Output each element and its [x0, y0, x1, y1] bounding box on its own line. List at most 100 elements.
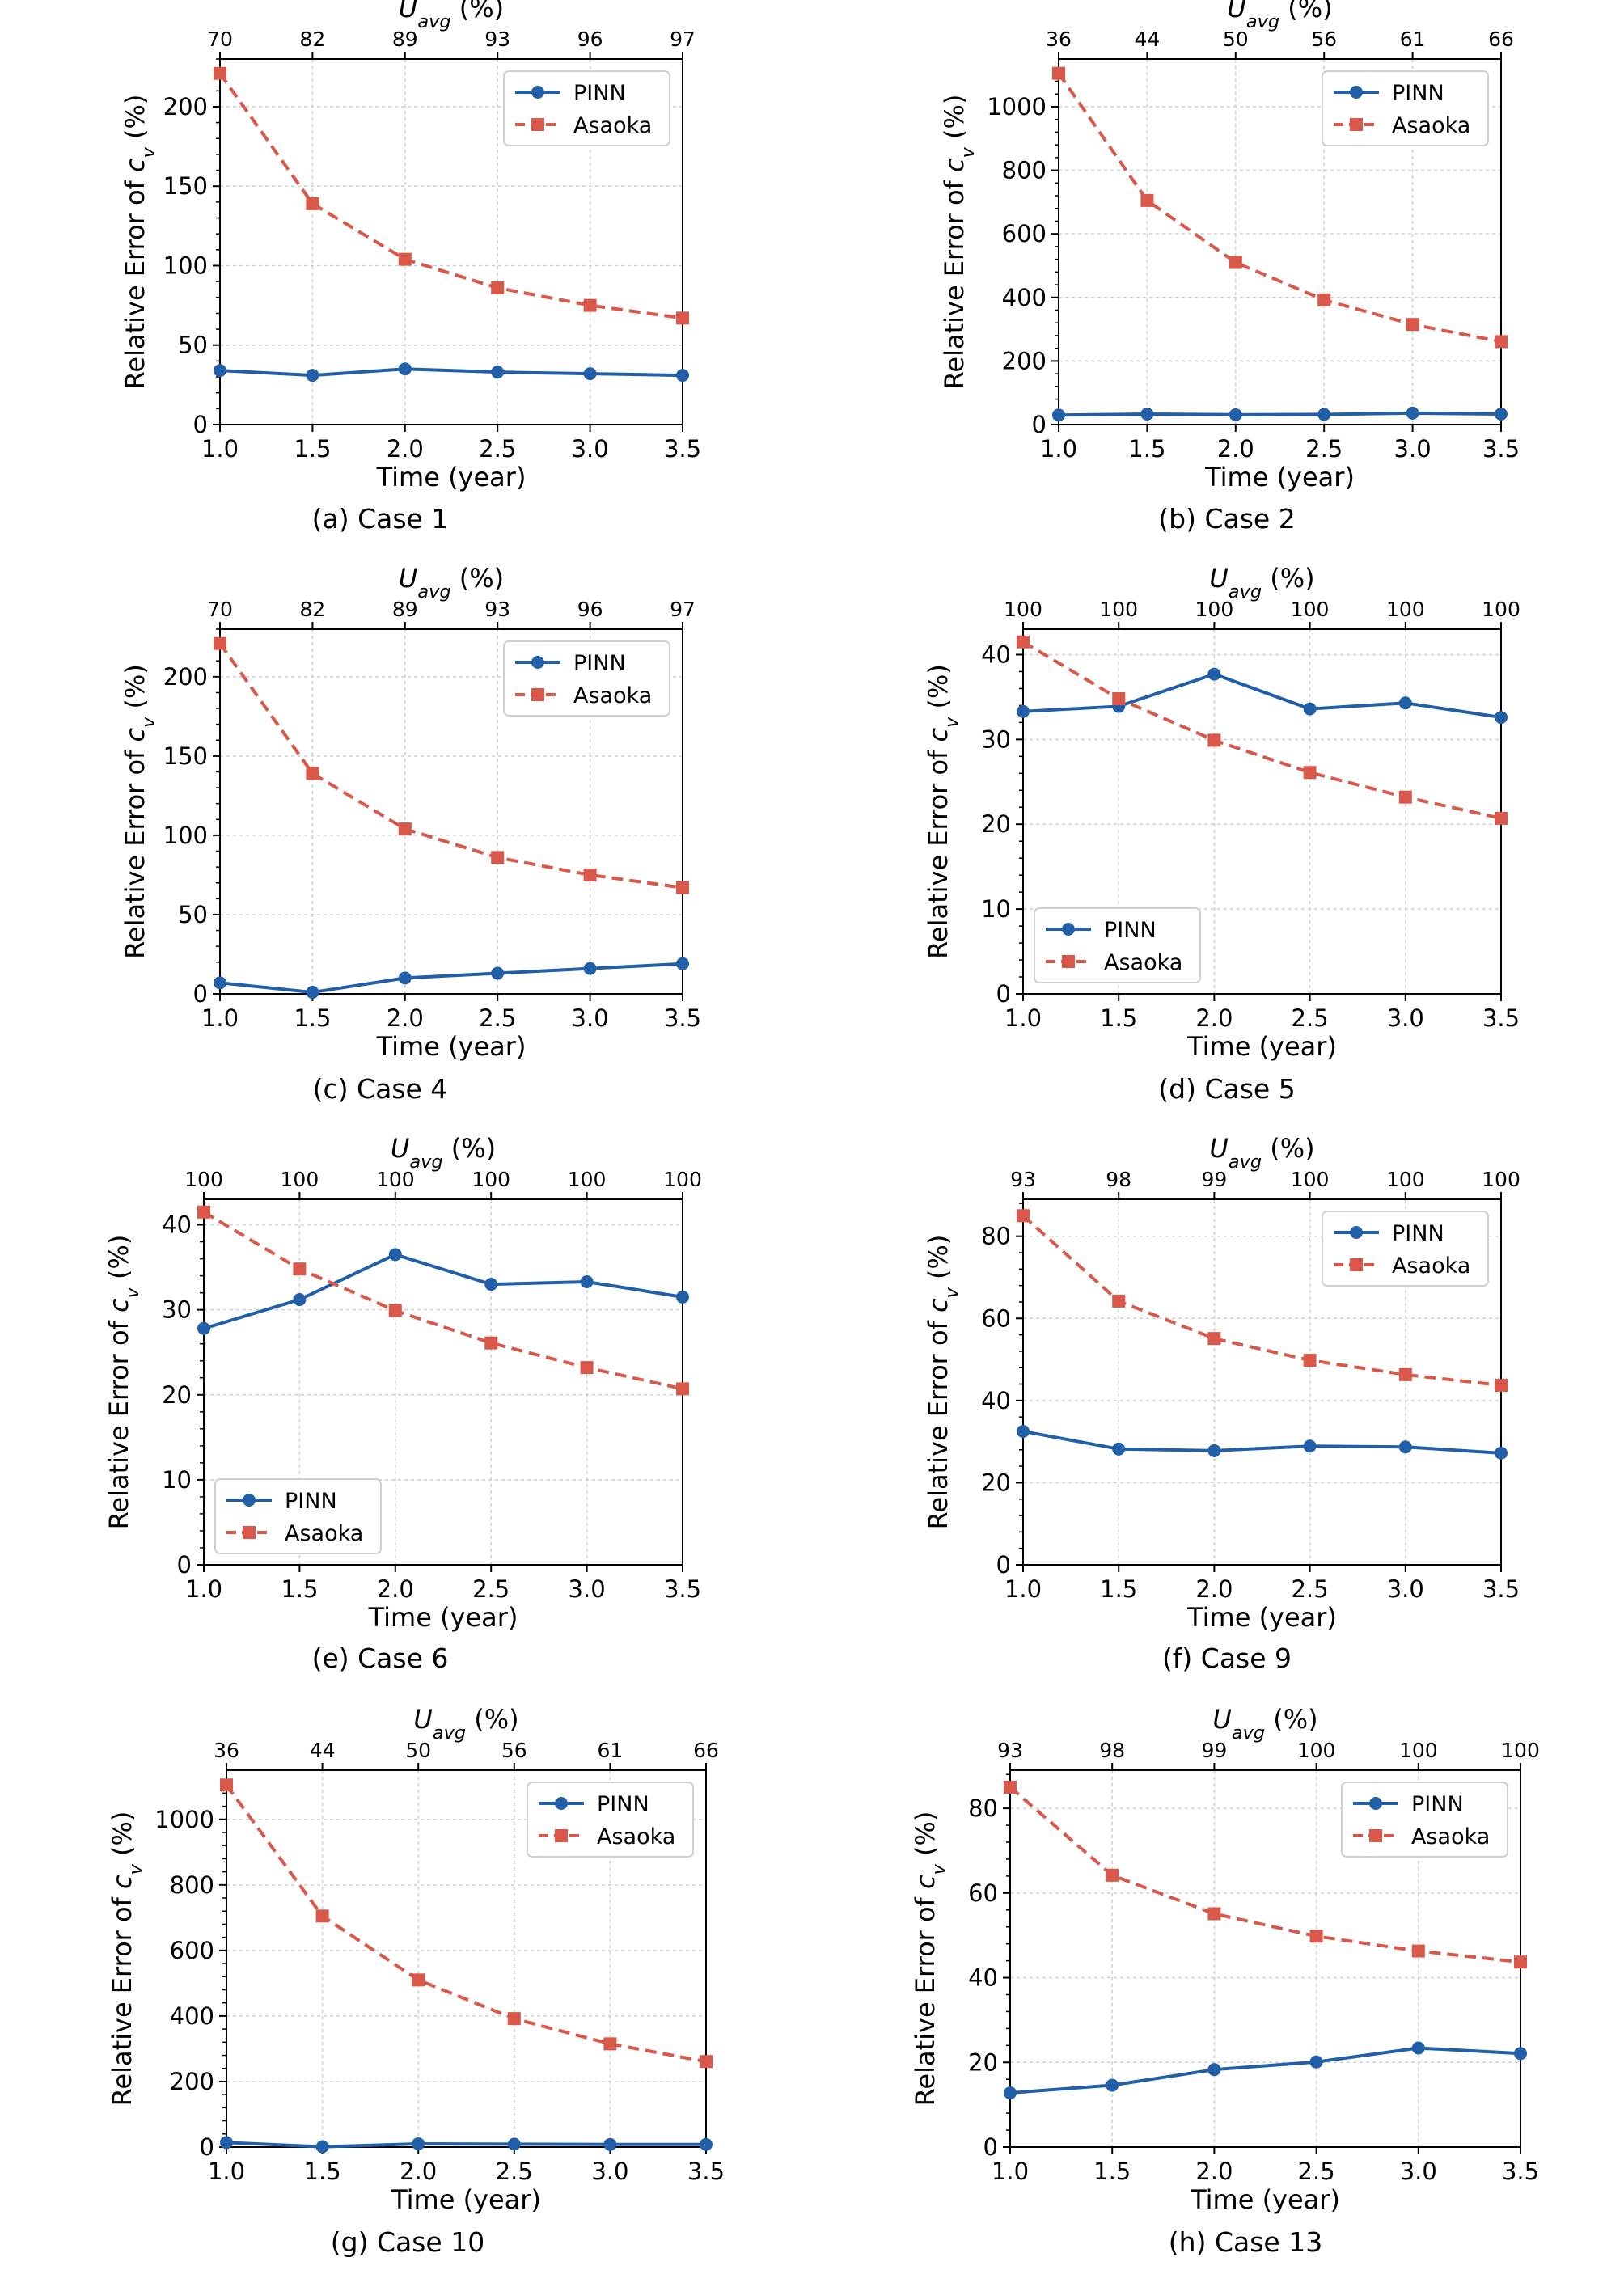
legend-label-asaoka: Asaoka	[573, 113, 652, 138]
y-tick-label: 0	[996, 980, 1011, 1008]
top-tick-label: 98	[1106, 1168, 1131, 1191]
pinn-series-line	[203, 1253, 683, 1330]
top-tick-label: 36	[1046, 27, 1072, 51]
legend-label-asaoka: Asaoka	[597, 1824, 675, 1849]
x-tick-label: 1.5	[1100, 1004, 1137, 1032]
asaoka-point	[1207, 1332, 1221, 1346]
pinn-point	[583, 962, 597, 975]
asaoka-series-line	[1057, 72, 1502, 344]
y-tick-label: 40	[162, 1211, 192, 1239]
x-tick-label: 1.0	[1004, 1575, 1042, 1603]
pinn-point	[580, 1274, 594, 1288]
asaoka-point	[580, 1361, 594, 1375]
legend: PINN Asaoka	[503, 70, 670, 146]
top-tick-label: 82	[299, 598, 325, 621]
legend-marker-asaoka	[1062, 955, 1075, 968]
x-tick-label: 2.0	[400, 2158, 437, 2185]
x-tick-label: 1.0	[201, 1004, 239, 1032]
y-tick-label: 50	[178, 901, 208, 928]
x-tick-label: 3.5	[1482, 1575, 1520, 1603]
plot-frame	[226, 1769, 707, 2148]
x-tick-label: 3.0	[1400, 2158, 1437, 2185]
pinn-series-line	[1058, 411, 1502, 417]
pinn-point	[1398, 696, 1412, 710]
asaoka-series-line	[225, 1784, 707, 2064]
legend: PINN Asaoka	[1322, 1211, 1489, 1287]
top-tick-label: 93	[484, 27, 510, 51]
chart-panel-7: 1.0 1.5 2.0 2.5 3.0 3.5 36 44 50 56 61 66 0 200 400 600…	[107, 1704, 725, 2258]
y-tick-label: 40	[968, 1964, 998, 1992]
top-tick-label: 100	[1386, 1168, 1425, 1191]
top-tick-label: 36	[214, 1739, 239, 1762]
y-tick-label: 20	[968, 2048, 998, 2076]
y-tick-label: 20	[162, 1381, 192, 1409]
y-tick-label: 200	[163, 93, 208, 120]
asaoka-point	[1017, 635, 1030, 649]
x-tick-label: 1.0	[201, 435, 239, 463]
top-tick-label: 70	[207, 598, 233, 621]
x-axis-label: Time (year)	[376, 462, 527, 492]
x-tick-label: 2.0	[1195, 1004, 1233, 1032]
x-tick-label: 3.0	[569, 1575, 606, 1603]
legend-label-pinn: PINN	[573, 81, 626, 106]
y-tick-label: 0	[200, 2133, 214, 2161]
x-tick-label: 3.5	[664, 1575, 701, 1603]
y-tick-label: 600	[1002, 220, 1047, 247]
top-tick-label: 44	[310, 1739, 336, 1762]
y-tick-label: 0	[983, 2133, 998, 2161]
asaoka-point	[583, 868, 597, 881]
asaoka-point	[484, 1336, 498, 1350]
y-axis-label: Relative Error of cv (%)	[104, 1235, 143, 1530]
pinn-point	[398, 362, 412, 376]
x-axis-label: Time (year)	[1186, 1602, 1337, 1633]
x-tick-label: 3.5	[664, 435, 701, 463]
x-tick-label: 3.5	[664, 1004, 701, 1032]
asaoka-point	[388, 1304, 402, 1317]
y-tick-label: 10	[981, 895, 1011, 923]
plot-frame	[1058, 58, 1502, 425]
x-tick-label: 3.0	[591, 2158, 628, 2185]
top-axis-label: Uavg (%)	[1209, 1133, 1314, 1173]
y-tick-label: 400	[1002, 284, 1047, 311]
top-tick-label: 93	[997, 1739, 1023, 1762]
top-axis-label: Uavg (%)	[399, 563, 504, 602]
legend-box	[503, 640, 670, 717]
asaoka-point	[1052, 66, 1065, 80]
asaoka-point	[1106, 1868, 1119, 1882]
top-tick-label: 100	[376, 1168, 415, 1191]
x-tick-label: 2.5	[1305, 435, 1343, 463]
pinn-point	[1229, 408, 1242, 421]
asaoka-point	[1207, 1907, 1221, 1921]
panel-caption: (h) Case 13	[1169, 2226, 1322, 2258]
asaoka-point	[197, 1205, 210, 1219]
pinn-point	[1309, 2055, 1323, 2069]
x-tick-label: 1.0	[1004, 1004, 1042, 1032]
y-tick-label: 400	[170, 2002, 214, 2030]
legend-marker-asaoka	[1350, 1258, 1363, 1271]
top-tick-label: 93	[484, 598, 510, 621]
legend-marker-asaoka	[531, 688, 544, 701]
legend-label-pinn: PINN	[285, 1489, 337, 1514]
x-tick-label: 3.0	[1394, 435, 1432, 463]
x-tick-label: 2.5	[479, 435, 516, 463]
pinn-point	[1303, 702, 1317, 716]
asaoka-point	[1406, 318, 1419, 332]
pinn-series-line	[1022, 672, 1502, 720]
asaoka-point	[676, 1382, 689, 1396]
y-axis-label: Relative Error of cv (%)	[107, 1811, 146, 2107]
pinn-point	[1207, 2063, 1221, 2077]
x-tick-label: 2.5	[472, 1575, 510, 1603]
panel-caption: (d) Case 5	[1158, 1073, 1295, 1105]
y-tick-label: 60	[981, 1304, 1011, 1332]
pinn-point	[306, 986, 319, 1000]
chart-panel-8: 1.0 1.5 2.0 2.5 3.0 3.5 93 98 99 100 100 100 0 20 40 60…	[910, 1704, 1540, 2258]
asaoka-point	[491, 281, 505, 294]
x-axis-label: Time (year)	[391, 2184, 541, 2215]
asaoka-point	[1398, 790, 1412, 804]
top-tick-label: 89	[392, 27, 418, 51]
legend-box	[1341, 1782, 1508, 1858]
pinn-point	[197, 1321, 210, 1335]
x-tick-label: 2.5	[1292, 1575, 1329, 1603]
x-tick-label: 1.5	[294, 435, 331, 463]
x-tick-label: 3.5	[1482, 435, 1520, 463]
